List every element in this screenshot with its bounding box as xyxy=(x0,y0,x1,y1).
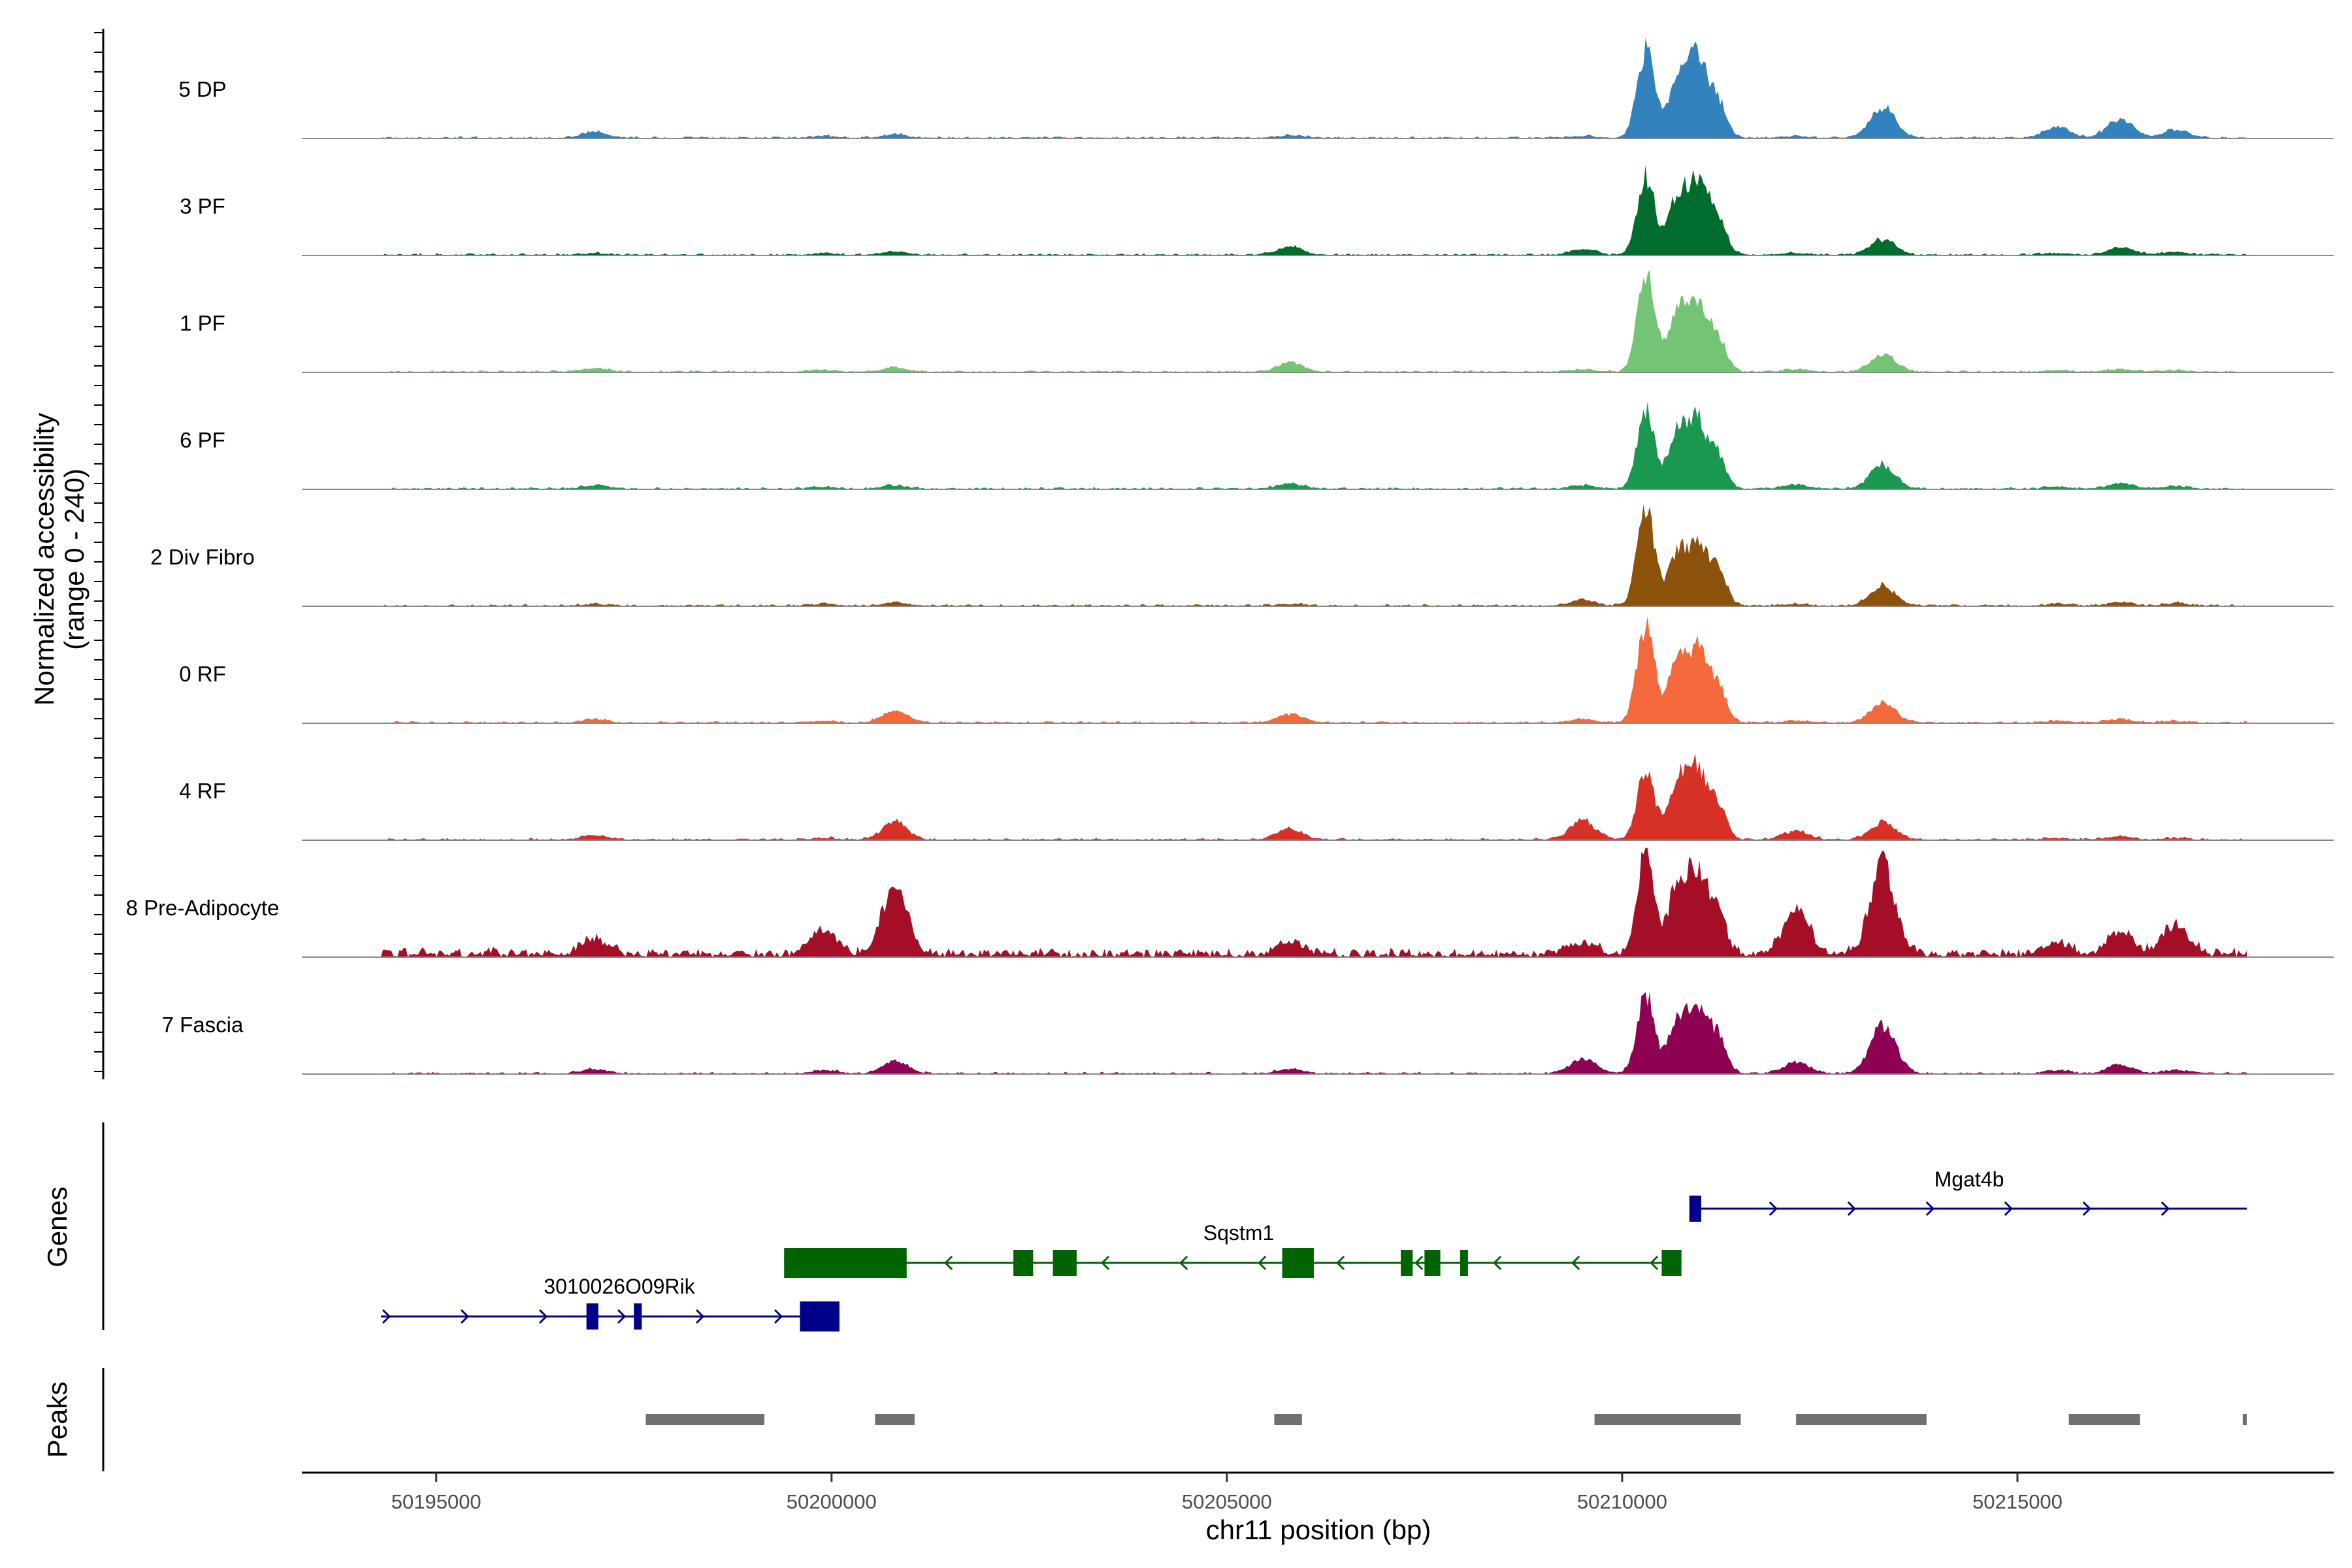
coverage-y-ticks xyxy=(94,32,103,1072)
strand-arrow xyxy=(1414,1255,1424,1271)
y-axis-title-line2: (range 0 - 240) xyxy=(59,468,90,650)
strand-arrow xyxy=(1769,1201,1778,1217)
coverage-area-3-pf xyxy=(381,165,2247,255)
strand-arrow xyxy=(460,1309,470,1324)
peak-region xyxy=(2068,1414,2140,1425)
track-label: 5 DP xyxy=(178,77,226,101)
gene-label: 3010026O09Rik xyxy=(544,1275,695,1298)
track-label: 3 PF xyxy=(180,194,225,218)
strand-arrow xyxy=(1336,1255,1345,1271)
exon xyxy=(1661,1250,1682,1276)
coverage-area-8-pre-adipocyte xyxy=(381,847,2247,957)
x-axis-ticks: 50195000 50200000 50205000 50210000 50215000 xyxy=(391,1473,2063,1513)
coverage-area-6-pf xyxy=(381,401,2247,489)
gene-sqstm1: Sqstm1 xyxy=(784,1221,1682,1278)
strand-arrow xyxy=(617,1309,627,1324)
track-label: 2 Div Fibro xyxy=(150,545,255,569)
x-tick-label: 50205000 xyxy=(1182,1490,1272,1513)
strand-arrow xyxy=(1571,1255,1580,1271)
gene-label: Sqstm1 xyxy=(1203,1221,1274,1245)
strand-arrow xyxy=(944,1255,953,1271)
exon xyxy=(1282,1248,1314,1278)
exon xyxy=(1424,1250,1441,1276)
y-axis-title: Normalized accessibility (range 0 - 240) xyxy=(29,413,90,706)
strand-arrow xyxy=(538,1309,548,1324)
strand-arrow xyxy=(2004,1201,2013,1217)
strand-arrow xyxy=(1925,1201,1935,1217)
track-label: 7 Fascia xyxy=(162,1013,244,1037)
y-axis-title-line1: Normalized accessibility xyxy=(29,413,59,706)
exon xyxy=(784,1248,907,1278)
track-label: 1 PF xyxy=(180,311,225,335)
strand-arrow xyxy=(2082,1201,2091,1217)
coverage-area-5-dp xyxy=(381,37,2247,139)
x-tick-label: 50210000 xyxy=(1577,1490,1667,1513)
peak-region xyxy=(645,1414,764,1425)
peak-region xyxy=(1274,1414,1302,1425)
strand-arrow xyxy=(1847,1201,1856,1217)
track-label: 0 RF xyxy=(179,662,226,686)
exon xyxy=(1689,1196,1701,1222)
strand-arrow xyxy=(1101,1255,1110,1271)
coverage-area-4-rf xyxy=(381,753,2247,840)
x-tick-label: 50195000 xyxy=(391,1490,482,1513)
exon xyxy=(634,1303,642,1330)
strand-arrow xyxy=(695,1309,705,1324)
peak-annotations xyxy=(645,1414,2247,1425)
coverage-area-2-div-fibro xyxy=(381,504,2247,606)
gene-3010026o09rik: 3010026O09Rik xyxy=(381,1275,840,1331)
x-tick-label: 50215000 xyxy=(1972,1490,2063,1513)
peak-region xyxy=(2242,1414,2247,1425)
exon xyxy=(1053,1250,1077,1276)
track-label: 8 Pre-Adipocyte xyxy=(126,896,280,920)
strand-arrow xyxy=(2161,1201,2170,1217)
exon xyxy=(1460,1250,1468,1276)
exon xyxy=(1401,1250,1413,1276)
strand-arrow xyxy=(1258,1255,1267,1271)
peak-region xyxy=(1796,1414,1927,1425)
track-label: 6 PF xyxy=(180,428,225,452)
genes-panel-title: Genes xyxy=(42,1186,73,1267)
peak-region xyxy=(1594,1414,1741,1425)
peak-region xyxy=(875,1414,915,1425)
x-axis: 50195000 50200000 50205000 50210000 50215000… xyxy=(302,1471,2334,1545)
exon xyxy=(1013,1250,1034,1276)
gene-label: Mgat4b xyxy=(1935,1168,2004,1191)
x-axis-title: chr11 position (bp) xyxy=(1206,1514,1431,1545)
coverage-area-7-fascia xyxy=(381,992,2247,1074)
track-label: 4 RF xyxy=(179,779,226,803)
strand-arrow xyxy=(382,1309,391,1324)
peaks-panel-title: Peaks xyxy=(42,1382,73,1458)
coverage-area-1-pf xyxy=(381,269,2247,372)
gene-annotations: 3010026O09Rik Sqstm1 Mgat4b xyxy=(381,1168,2247,1331)
gene-mgat4b: Mgat4b xyxy=(1689,1168,2247,1222)
exon xyxy=(586,1303,598,1330)
coverage-tracks xyxy=(302,37,2334,1075)
strand-arrow xyxy=(1179,1255,1188,1271)
strand-arrow xyxy=(774,1309,783,1324)
coverage-y-axis xyxy=(94,29,105,1079)
coverage-area-0-rf xyxy=(381,616,2247,723)
track-labels: 5 DP 3 PF 1 PF 6 PF 2 Div Fibro 0 RF 4 RF 8 Pre… xyxy=(126,77,280,1037)
strand-arrow xyxy=(1650,1255,1659,1271)
x-tick-label: 50200000 xyxy=(787,1490,877,1513)
exon xyxy=(800,1301,840,1331)
strand-arrow xyxy=(1493,1255,1502,1271)
